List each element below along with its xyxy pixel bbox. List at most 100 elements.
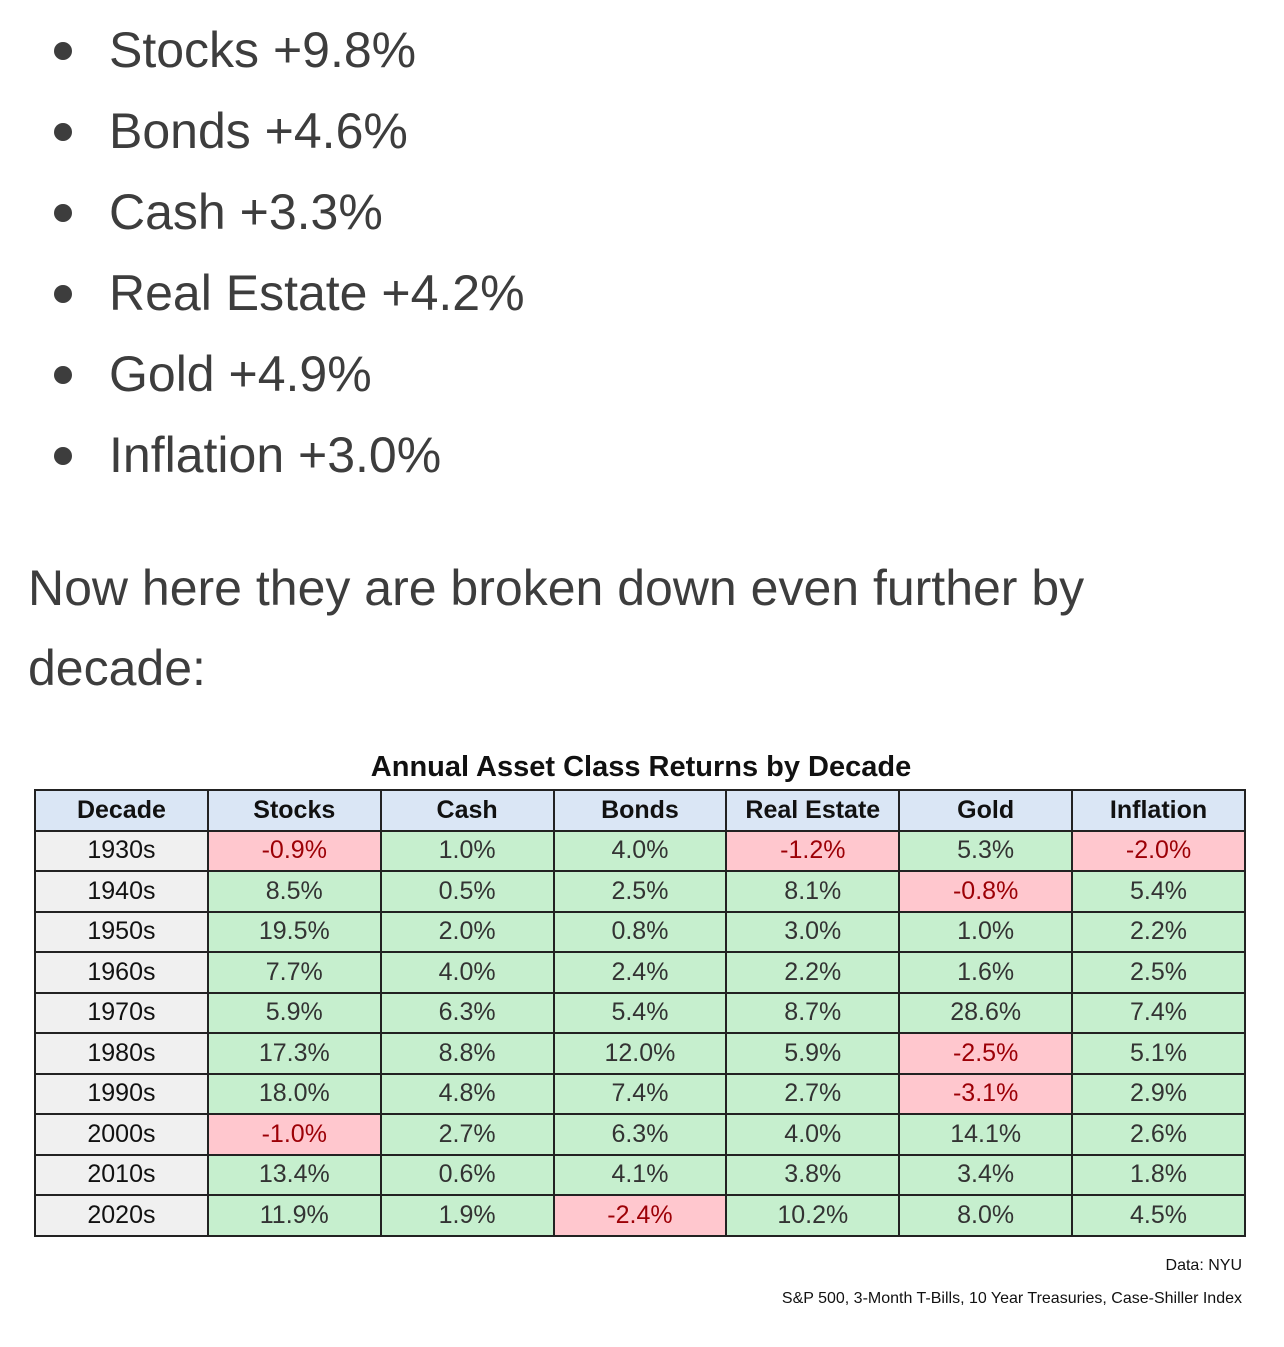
header-gold: Gold [898,789,1074,832]
return-cell: -1.0% [206,1113,382,1156]
table-row: 2020s 11.9% 1.9% -2.4% 10.2% 8.0% 4.5% [34,1194,1246,1237]
return-cell: 5.9% [206,991,382,1034]
return-cell: 1.9% [379,1194,555,1237]
bullet-label: Cash +3.3% [109,184,383,240]
return-cell: 5.4% [552,991,728,1034]
return-cell: -2.5% [898,1032,1074,1075]
return-cell: -2.4% [552,1194,728,1237]
return-cell: 4.0% [379,951,555,994]
return-cell: 8.7% [725,991,901,1034]
return-cell: -0.8% [898,870,1074,913]
return-cell: 28.6% [898,991,1074,1034]
returns-table: Decade Stocks Cash Bonds Real Estate Gol… [34,789,1246,1237]
bullet-dot-icon [54,123,72,141]
bullet-item-real-estate: Real Estate +4.2% [0,253,1284,334]
decade-cell: 1960s [34,951,209,994]
table-header-row: Decade Stocks Cash Bonds Real Estate Gol… [34,789,1246,832]
decade-cell: 1990s [34,1072,209,1115]
return-cell: 14.1% [898,1113,1074,1156]
bullet-label: Inflation +3.0% [109,427,442,483]
return-cell: 5.9% [725,1032,901,1075]
bullet-dot-icon [54,42,72,60]
decade-cell: 1930s [34,829,209,872]
return-cell: 2.2% [725,951,901,994]
return-cell: 7.4% [552,1072,728,1115]
table-row: 1960s 7.7% 4.0% 2.4% 2.2% 1.6% 2.5% [34,951,1246,994]
intro-paragraph: Now here they are broken down even furth… [28,560,1085,696]
return-cell: 6.3% [552,1113,728,1156]
decade-cell: 1980s [34,1032,209,1075]
return-cell: 4.1% [552,1153,728,1196]
bullet-label: Real Estate +4.2% [109,265,525,321]
header-decade: Decade [34,789,209,832]
returns-table-image: Annual Asset Class Returns by Decade Dec… [34,745,1248,1237]
return-cell: 18.0% [206,1072,382,1115]
return-cell: 3.8% [725,1153,901,1196]
bullet-item-stocks: Stocks +9.8% [0,10,1284,91]
bullet-dot-icon [54,204,72,222]
return-cell: 4.8% [379,1072,555,1115]
table-row: 1950s 19.5% 2.0% 0.8% 3.0% 1.0% 2.2% [34,910,1246,953]
return-cell: 0.8% [552,910,728,953]
data-source-note: Data: NYU [1165,1257,1242,1274]
bullet-dot-icon [54,285,72,303]
return-cell: 1.8% [1071,1153,1246,1196]
return-cell: 8.8% [379,1032,555,1075]
decade-cell: 1940s [34,870,209,913]
return-cell: 2.7% [379,1113,555,1156]
return-cell: -1.2% [725,829,901,872]
return-cell: 6.3% [379,991,555,1034]
return-cell: 4.0% [725,1113,901,1156]
bullet-item-inflation: Inflation +3.0% [0,415,1284,496]
bullet-dot-icon [54,366,72,384]
return-cell: 13.4% [206,1153,382,1196]
table-row: 1930s -0.9% 1.0% 4.0% -1.2% 5.3% -2.0% [34,829,1246,872]
return-cell: 5.1% [1071,1032,1246,1075]
return-cell: 2.9% [1071,1072,1246,1115]
header-stocks: Stocks [206,789,382,832]
return-cell: 1.0% [898,910,1074,953]
return-cell: 2.6% [1071,1113,1246,1156]
decade-cell: 2010s [34,1153,209,1196]
return-cell: 1.6% [898,951,1074,994]
return-cell: 2.0% [379,910,555,953]
return-cell: 7.4% [1071,991,1246,1034]
table-row: 2000s -1.0% 2.7% 6.3% 4.0% 14.1% 2.6% [34,1113,1246,1156]
header-real-estate: Real Estate [725,789,901,832]
return-cell: 7.7% [206,951,382,994]
bullet-label: Bonds +4.6% [109,103,408,159]
return-cell: -2.0% [1071,829,1246,872]
return-cell: 2.5% [1071,951,1246,994]
return-cell: 8.5% [206,870,382,913]
summary-bullet-list: Stocks +9.8% Bonds +4.6% Cash +3.3% Real… [0,10,1284,496]
bullet-label: Stocks +9.8% [109,22,417,78]
return-cell: 5.4% [1071,870,1246,913]
decade-cell: 1970s [34,991,209,1034]
return-cell: 12.0% [552,1032,728,1075]
return-cell: 8.0% [898,1194,1074,1237]
return-cell: 5.3% [898,829,1074,872]
bullet-item-bonds: Bonds +4.6% [0,91,1284,172]
return-cell: 1.0% [379,829,555,872]
bullet-item-cash: Cash +3.3% [0,172,1284,253]
bullet-item-gold: Gold +4.9% [0,334,1284,415]
return-cell: 2.5% [552,870,728,913]
return-cell: -0.9% [206,829,382,872]
table-row: 1980s 17.3% 8.8% 12.0% 5.9% -2.5% 5.1% [34,1032,1246,1075]
header-bonds: Bonds [552,789,728,832]
return-cell: 3.0% [725,910,901,953]
return-cell: 4.0% [552,829,728,872]
table-row: 1970s 5.9% 6.3% 5.4% 8.7% 28.6% 7.4% [34,991,1246,1034]
table-body: 1930s -0.9% 1.0% 4.0% -1.2% 5.3% -2.0% 1940s 8.5… [34,829,1246,1237]
table-row: 2010s 13.4% 0.6% 4.1% 3.8% 3.4% 1.8% [34,1153,1246,1196]
return-cell: 2.7% [725,1072,901,1115]
decade-cell: 1950s [34,910,209,953]
bullet-dot-icon [54,447,72,465]
return-cell: 17.3% [206,1032,382,1075]
return-cell: 0.6% [379,1153,555,1196]
return-cell: 19.5% [206,910,382,953]
bullet-label: Gold +4.9% [109,346,372,402]
return-cell: 11.9% [206,1194,382,1237]
table-row: 1990s 18.0% 4.8% 7.4% 2.7% -3.1% 2.9% [34,1072,1246,1115]
return-cell: -3.1% [898,1072,1074,1115]
